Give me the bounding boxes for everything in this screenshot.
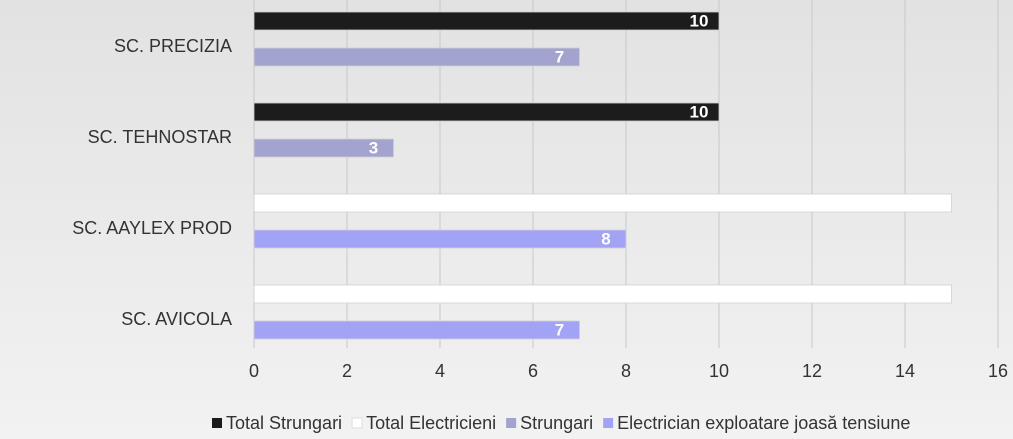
bar xyxy=(253,138,394,158)
legend-swatch xyxy=(603,418,614,428)
bar xyxy=(253,229,627,249)
legend-label: Total Electricieni xyxy=(366,413,496,433)
bar xyxy=(253,11,720,31)
bar xyxy=(253,193,952,213)
x-tick-label: 2 xyxy=(342,361,352,381)
x-tick-label: 10 xyxy=(709,361,729,381)
legend-label: Total Strungari xyxy=(226,413,342,433)
value-label: 15 xyxy=(922,284,941,303)
legend-swatch xyxy=(506,418,517,428)
value-label: 7 xyxy=(555,47,564,66)
bar xyxy=(253,284,952,304)
value-label: 7 xyxy=(555,320,564,339)
y-tick-label: SC. TEHNOSTAR xyxy=(88,127,232,147)
bar xyxy=(253,320,580,340)
x-tick-label: 4 xyxy=(435,361,445,381)
x-tick-label: 8 xyxy=(621,361,631,381)
legend-swatch xyxy=(351,417,363,429)
legend-label: Electrician exploatare joasă tensiune xyxy=(617,413,910,433)
value-label: 10 xyxy=(690,102,709,121)
legend-label: Strungari xyxy=(520,413,593,433)
value-label: 8 xyxy=(601,229,610,248)
value-label: 15 xyxy=(922,193,941,212)
legend-swatch xyxy=(212,418,222,428)
y-tick-label: SC. AAYLEX PROD xyxy=(72,218,232,238)
bar xyxy=(253,102,720,122)
x-tick-label: 16 xyxy=(988,361,1008,381)
x-tick-label: 14 xyxy=(895,361,915,381)
value-label: 10 xyxy=(690,11,709,30)
y-tick-label: SC. AVICOLA xyxy=(121,309,232,329)
x-tick-label: 6 xyxy=(528,361,538,381)
value-label: 3 xyxy=(369,138,378,157)
bar xyxy=(253,47,580,67)
y-tick-label: SC. PRECIZIA xyxy=(114,36,232,56)
x-tick-label: 0 xyxy=(249,361,259,381)
x-tick-label: 12 xyxy=(802,361,822,381)
